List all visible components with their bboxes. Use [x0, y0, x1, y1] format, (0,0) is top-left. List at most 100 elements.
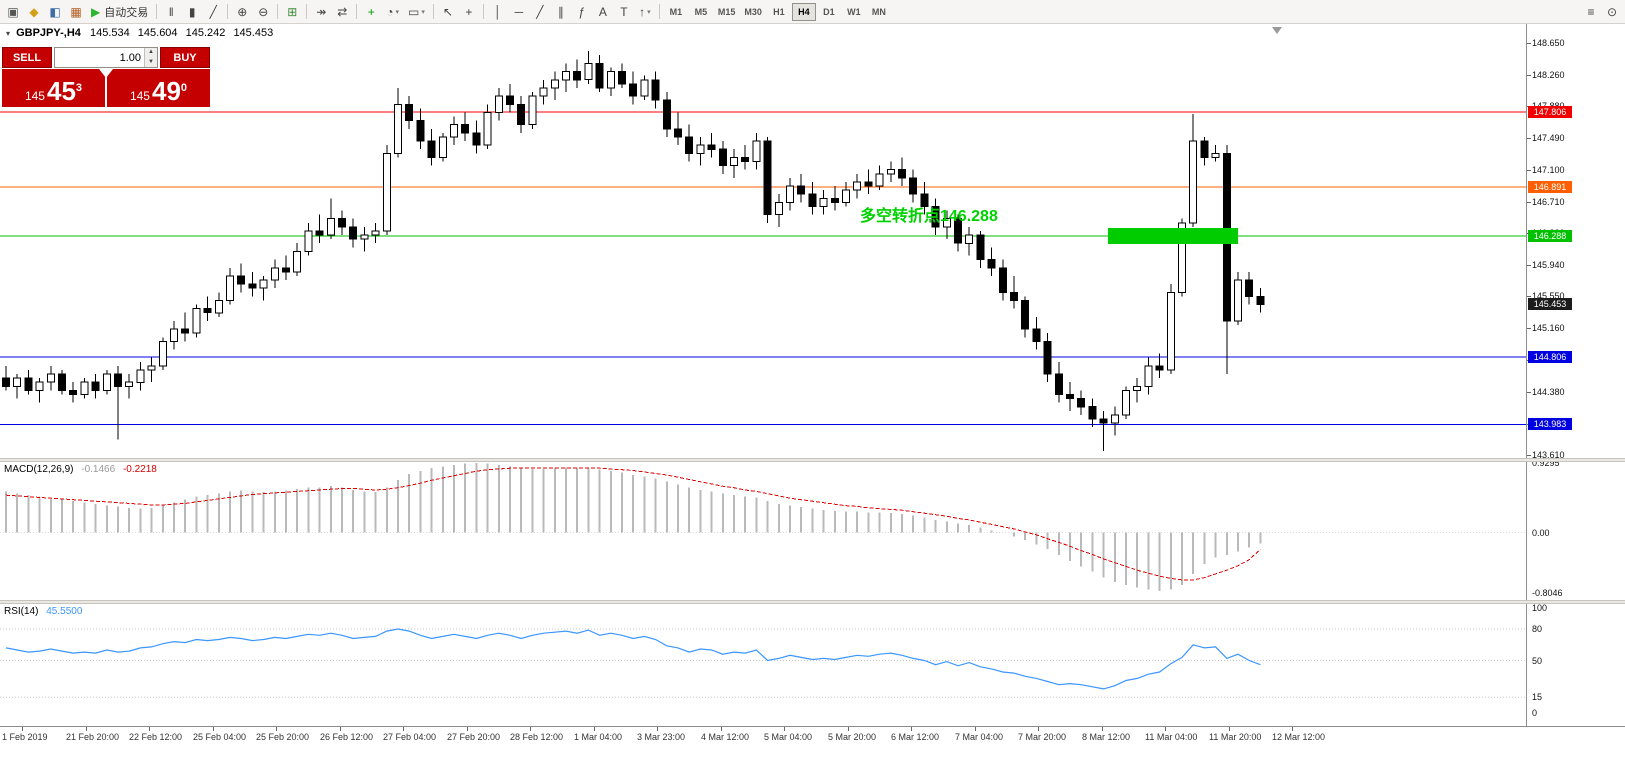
lot-size-spinner[interactable]: ▲ ▼: [144, 48, 157, 67]
market-depth-button[interactable]: ≡: [1587, 4, 1595, 19]
time-tick: [1229, 727, 1230, 731]
panel-splitter[interactable]: [0, 600, 1625, 604]
crosshair-button[interactable]: +: [465, 4, 473, 19]
price-level-badge: 146.288: [1528, 230, 1572, 242]
time-label: 8 Mar 12:00: [1082, 732, 1131, 742]
scale-tick: [1527, 43, 1531, 44]
tile-windows-button[interactable]: ⊞: [287, 4, 298, 19]
lot-size-value[interactable]: 1.00: [119, 51, 141, 64]
timeframe-m5-button[interactable]: M5: [694, 6, 708, 17]
time-label: 7 Mar 20:00: [1018, 732, 1067, 742]
auto-trading-button[interactable]: ▶ 自动交易: [91, 4, 149, 19]
turning-point-highlight[interactable]: [1108, 228, 1238, 244]
price-level-badge: 146.891: [1528, 181, 1572, 193]
macd-panel[interactable]: [0, 462, 1526, 600]
time-tick: [594, 727, 595, 731]
timeframe-mn-button[interactable]: MN: [871, 6, 886, 17]
timeframe-d1-button[interactable]: D1: [823, 6, 835, 17]
turning-point-annotation: 多空转折点146.288: [860, 208, 998, 225]
toolbar-separator: [277, 4, 279, 19]
lot-decrease-icon[interactable]: ▼: [145, 57, 157, 67]
toolbar-separator: [356, 4, 358, 19]
candlesticks[interactable]: [2, 51, 1265, 451]
time-label: 25 Feb 20:00: [256, 732, 310, 742]
search-button[interactable]: ⊙: [1606, 4, 1618, 19]
lot-size-input[interactable]: 1.00 ▲ ▼: [54, 47, 158, 68]
rsi-panel[interactable]: [0, 604, 1526, 726]
chart-high-value: 145.604: [137, 27, 178, 39]
text-button[interactable]: A: [598, 4, 607, 19]
time-label: 1 Mar 04:00: [574, 732, 623, 742]
candlestick-chart-button[interactable]: ▮: [188, 4, 196, 19]
time-tick: [149, 727, 150, 731]
macd-histogram: [5, 463, 1262, 592]
buy-button[interactable]: BUY: [160, 47, 210, 68]
rsi-label: RSI(14) 45.5500: [4, 606, 82, 617]
time-label: 26 Feb 12:00: [320, 732, 374, 742]
current-price-badge: 145.453: [1528, 298, 1572, 310]
sell-price-button[interactable]: 145 45 3: [2, 69, 105, 107]
horizontal-line-button[interactable]: ─: [514, 4, 524, 19]
macd-name: MACD(12,26,9): [4, 464, 74, 475]
time-label: 7 Mar 04:00: [955, 732, 1004, 742]
auto-scroll-button[interactable]: ↠: [316, 4, 327, 19]
price-tick-label: 147.490: [1532, 133, 1565, 143]
time-label: 5 Mar 20:00: [828, 732, 877, 742]
arrows-button[interactable]: ↑ ▾: [639, 4, 651, 19]
panel-splitter[interactable]: [0, 458, 1625, 462]
time-label: 6 Mar 12:00: [891, 732, 940, 742]
terminal-button[interactable]: ▦: [70, 4, 82, 19]
timeframe-w1-button[interactable]: W1: [847, 6, 861, 17]
timeframe-m30-button[interactable]: M30: [744, 6, 762, 17]
time-tick: [1038, 727, 1039, 731]
trendline-button[interactable]: ╱: [536, 4, 544, 19]
timeframe-h1-button[interactable]: H1: [773, 6, 785, 17]
time-label: 3 Mar 23:00: [637, 732, 686, 742]
chart-low-value: 145.242: [185, 27, 226, 39]
time-label: 25 Feb 04:00: [193, 732, 247, 742]
time-tick: [530, 727, 531, 731]
fibonacci-button[interactable]: ƒ: [578, 4, 586, 19]
time-tick: [848, 727, 849, 731]
price-chart[interactable]: [0, 24, 1526, 458]
chart-title: ▾ GBPJPY-,H4 145.534 145.604 145.242 145…: [6, 27, 278, 39]
timeframe-m15-button[interactable]: M15: [717, 6, 736, 17]
templates-button[interactable]: ▭ ▾: [408, 4, 425, 19]
rsi-value: 45.5500: [46, 606, 83, 617]
new-order-button[interactable]: ◆: [29, 4, 39, 19]
time-tick: [721, 727, 722, 731]
indicators-button[interactable]: +: [367, 4, 375, 19]
toolbar-separator: [156, 4, 158, 19]
navigator-button[interactable]: ◧: [49, 4, 61, 19]
zoom-out-button[interactable]: ⊖: [258, 4, 269, 19]
one-click-toggle-icon[interactable]: ▾: [6, 29, 11, 38]
price-tick-label: 146.710: [1532, 197, 1565, 207]
time-tick: [657, 727, 658, 731]
chart-shift-button[interactable]: ⇄: [337, 4, 348, 19]
price-tick-label: 148.260: [1532, 70, 1565, 80]
cursor-button[interactable]: ↖: [442, 4, 453, 19]
time-tick: [911, 727, 912, 731]
channel-button[interactable]: ∥: [557, 4, 564, 19]
text-label-button[interactable]: T: [620, 4, 628, 19]
lot-increase-icon[interactable]: ▲: [145, 48, 157, 58]
zoom-in-button[interactable]: ⊕: [237, 4, 248, 19]
sell-button[interactable]: SELL: [2, 47, 52, 68]
time-axis[interactable]: 1 Feb 2019 21 Feb 20:00 22 Feb 12:00 25 Feb…: [0, 726, 1625, 748]
timeframe-m1-button[interactable]: M1: [669, 6, 683, 17]
time-tick: [86, 727, 87, 731]
new-chart-button[interactable]: ▣: [7, 4, 19, 19]
price-tick-label: 145.160: [1532, 323, 1565, 333]
buy-price-button[interactable]: 145 49 0: [107, 69, 210, 107]
one-click-trade-panel: SELL 1.00 ▲ ▼ BUY 145 45 3 145 49 0: [2, 47, 210, 107]
rsi-name: RSI(14): [4, 606, 39, 617]
chart-symbol-period: GBPJPY-,H4: [16, 27, 81, 39]
line-chart-button[interactable]: ╱: [209, 4, 217, 19]
timeframe-h4-button[interactable]: H4: [791, 2, 816, 21]
rsi-tick-label: 50: [1532, 656, 1543, 666]
price-scale[interactable]: 148.650148.260147.880147.490147.100146.7…: [1526, 24, 1625, 726]
bar-chart-button[interactable]: ‖: [168, 4, 174, 19]
periods-button[interactable]: ◔ ▾: [386, 4, 399, 19]
vertical-line-button[interactable]: │: [494, 4, 502, 19]
macd-tick-label: -0.8046: [1532, 588, 1563, 598]
